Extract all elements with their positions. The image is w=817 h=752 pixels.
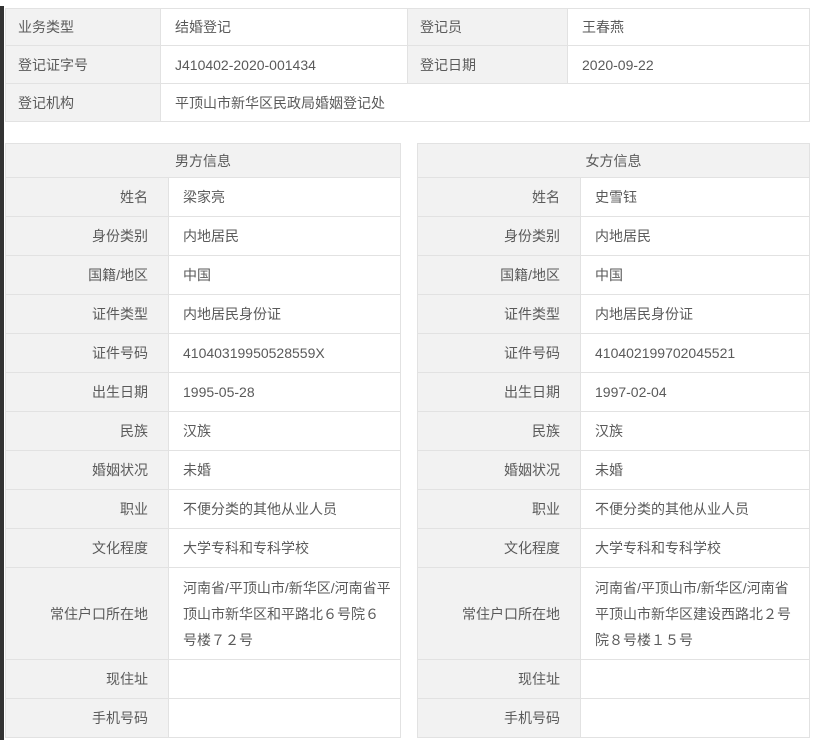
table-row: 国籍/地区 中国: [418, 256, 810, 295]
field-label: 证件号码: [418, 334, 581, 373]
business-type-value: 结婚登记: [161, 9, 408, 46]
table-row: 常住户口所在地 河南省/平顶山市/新华区/河南省平顶山市新华区和平路北６号院６号…: [6, 568, 401, 660]
field-label: 手机号码: [418, 699, 581, 738]
table-row: 姓名 史雪钰: [418, 178, 810, 217]
table-row: 常住户口所在地 河南省/平顶山市/新华区/河南省平顶山市新华区建设西路北２号院８…: [418, 568, 810, 660]
field-value: 不便分类的其他从业人员: [169, 490, 401, 529]
field-label: 身份类别: [6, 217, 169, 256]
window-edge-bar: [0, 6, 4, 740]
field-value: [581, 660, 810, 699]
field-label: 常住户口所在地: [418, 568, 581, 660]
registration-agency-label: 登记机构: [6, 84, 161, 122]
field-value: [169, 660, 401, 699]
table-row: 国籍/地区 中国: [6, 256, 401, 295]
table-row: 证件号码 41040319950528559X: [6, 334, 401, 373]
field-label: 现住址: [418, 660, 581, 699]
field-label: 证件类型: [6, 295, 169, 334]
table-row: 现住址: [6, 660, 401, 699]
field-value: 1995-05-28: [169, 373, 401, 412]
field-value: 不便分类的其他从业人员: [581, 490, 810, 529]
field-value: 河南省/平顶山市/新华区/河南省平顶山市新华区和平路北６号院６号楼７２号: [169, 568, 401, 660]
field-value: 梁家亮: [169, 178, 401, 217]
field-label: 婚姻状况: [418, 451, 581, 490]
field-label: 姓名: [418, 178, 581, 217]
table-row: 现住址: [418, 660, 810, 699]
table-row: 文化程度 大学专科和专科学校: [418, 529, 810, 568]
field-label: 文化程度: [6, 529, 169, 568]
field-label: 文化程度: [418, 529, 581, 568]
table-row: 证件号码 410402199702045521: [418, 334, 810, 373]
field-label: 职业: [6, 490, 169, 529]
field-value: 大学专科和专科学校: [169, 529, 401, 568]
field-value: 汉族: [169, 412, 401, 451]
table-row: 婚姻状况 未婚: [418, 451, 810, 490]
field-label: 婚姻状况: [6, 451, 169, 490]
female-info-table: 女方信息 姓名 史雪钰 身份类别 内地居民 国籍/地区 中国 证件类型 内地居民…: [417, 143, 810, 738]
field-value: 410402199702045521: [581, 334, 810, 373]
table-row: 民族 汉族: [418, 412, 810, 451]
table-row: 手机号码: [418, 699, 810, 738]
field-value: 内地居民: [169, 217, 401, 256]
field-value: 史雪钰: [581, 178, 810, 217]
field-label: 证件类型: [418, 295, 581, 334]
field-value: 大学专科和专科学校: [581, 529, 810, 568]
field-value: 中国: [581, 256, 810, 295]
table-row: 出生日期 1997-02-04: [418, 373, 810, 412]
field-value: 汉族: [581, 412, 810, 451]
field-label: 民族: [418, 412, 581, 451]
registrar-value: 王春燕: [568, 9, 810, 46]
field-label: 姓名: [6, 178, 169, 217]
registrar-label: 登记员: [408, 9, 568, 46]
table-row: 文化程度 大学专科和专科学校: [6, 529, 401, 568]
field-label: 民族: [6, 412, 169, 451]
field-label: 出生日期: [6, 373, 169, 412]
field-value: 内地居民身份证: [581, 295, 810, 334]
registration-date-value: 2020-09-22: [568, 46, 810, 84]
table-row: 身份类别 内地居民: [418, 217, 810, 256]
field-value: 未婚: [169, 451, 401, 490]
field-value: 未婚: [581, 451, 810, 490]
registration-summary-table: 业务类型 结婚登记 登记员 王春燕 登记证字号 J410402-2020-001…: [5, 8, 810, 122]
registration-agency-value: 平顶山市新华区民政局婚姻登记处: [161, 84, 810, 122]
male-table-title: 男方信息: [6, 144, 401, 178]
field-value: 内地居民: [581, 217, 810, 256]
field-label: 现住址: [6, 660, 169, 699]
female-table-title: 女方信息: [418, 144, 810, 178]
table-row: 身份类别 内地居民: [6, 217, 401, 256]
certificate-number-value: J410402-2020-001434: [161, 46, 408, 84]
field-label: 职业: [418, 490, 581, 529]
field-label: 国籍/地区: [6, 256, 169, 295]
field-label: 常住户口所在地: [6, 568, 169, 660]
table-row: 证件类型 内地居民身份证: [6, 295, 401, 334]
field-label: 身份类别: [418, 217, 581, 256]
field-label: 出生日期: [418, 373, 581, 412]
business-type-label: 业务类型: [6, 9, 161, 46]
table-row: 职业 不便分类的其他从业人员: [418, 490, 810, 529]
table-row: 出生日期 1995-05-28: [6, 373, 401, 412]
field-value: [169, 699, 401, 738]
table-row: 证件类型 内地居民身份证: [418, 295, 810, 334]
table-row: 婚姻状况 未婚: [6, 451, 401, 490]
table-row: 手机号码: [6, 699, 401, 738]
table-row: 姓名 梁家亮: [6, 178, 401, 217]
registration-date-label: 登记日期: [408, 46, 568, 84]
field-label: 证件号码: [6, 334, 169, 373]
field-value: 41040319950528559X: [169, 334, 401, 373]
field-value: 中国: [169, 256, 401, 295]
field-value: 1997-02-04: [581, 373, 810, 412]
table-row: 民族 汉族: [6, 412, 401, 451]
field-label: 国籍/地区: [418, 256, 581, 295]
field-value: 内地居民身份证: [169, 295, 401, 334]
field-value: 河南省/平顶山市/新华区/河南省平顶山市新华区建设西路北２号院８号楼１５号: [581, 568, 810, 660]
certificate-number-label: 登记证字号: [6, 46, 161, 84]
male-info-table: 男方信息 姓名 梁家亮 身份类别 内地居民 国籍/地区 中国 证件类型 内地居民…: [5, 143, 401, 738]
table-row: 职业 不便分类的其他从业人员: [6, 490, 401, 529]
field-value: [581, 699, 810, 738]
field-label: 手机号码: [6, 699, 169, 738]
